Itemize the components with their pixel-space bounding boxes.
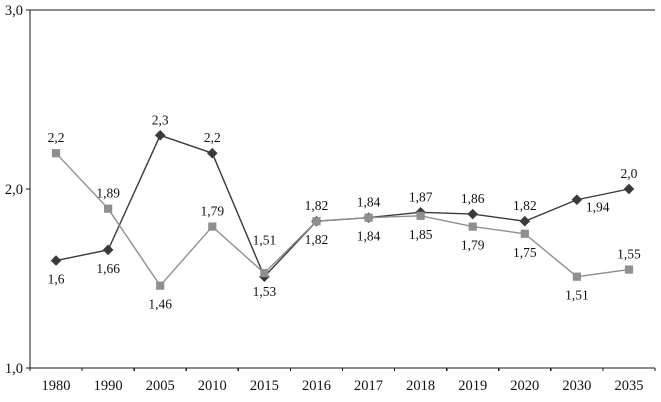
data-label: 2,2	[48, 130, 65, 145]
square-marker	[572, 272, 581, 281]
diamond-marker	[206, 147, 218, 159]
data-label: 1,6	[48, 272, 65, 287]
x-tick-label: 2005	[146, 378, 175, 394]
square-marker	[51, 149, 61, 158]
square-marker	[624, 265, 634, 274]
data-label: 1,55	[617, 247, 641, 262]
data-label: 1,84	[357, 195, 381, 210]
diamond-marker	[519, 215, 531, 227]
diamond-marker	[154, 129, 166, 141]
diamond-marker	[50, 255, 62, 266]
data-label: 1,75	[513, 245, 537, 260]
data-label: 1,51	[253, 233, 277, 248]
data-label: 1,82	[305, 198, 329, 213]
data-label: 1,89	[96, 186, 120, 201]
square-marker	[208, 222, 217, 231]
square-marker	[468, 222, 477, 231]
square-marker	[260, 269, 269, 278]
x-tick-label: 1990	[94, 378, 123, 394]
data-label: 1,84	[357, 229, 381, 244]
square-marker	[104, 204, 113, 213]
diamond-marker-series-line	[55, 134, 630, 278]
x-tick-label: 2019	[458, 378, 487, 394]
square-marker	[156, 281, 165, 290]
x-tick-label: 2018	[406, 378, 435, 394]
data-label: 1,82	[513, 198, 537, 213]
data-label: 2,3	[152, 112, 169, 127]
data-label: 1,79	[461, 238, 485, 253]
data-label: 1,86	[461, 191, 485, 206]
data-label: 1,87	[409, 189, 433, 204]
data-label: 2,2	[204, 130, 221, 145]
square-marker	[416, 211, 425, 220]
diamond-marker	[467, 208, 479, 220]
square-marker	[520, 229, 529, 238]
x-tick-label: 2017	[354, 378, 383, 394]
data-label: 1,82	[305, 232, 329, 247]
square-marker	[312, 217, 321, 226]
data-label: 1,94	[586, 200, 610, 215]
square-marker-series-line	[55, 152, 630, 287]
diamond-marker	[623, 183, 635, 195]
x-tick-label: 2035	[614, 378, 643, 394]
diamond-marker	[102, 244, 114, 256]
x-tick-label: 2030	[562, 378, 591, 394]
data-label: 1,85	[409, 227, 433, 242]
data-label: 1,79	[200, 204, 224, 219]
x-tick-label: 1980	[42, 378, 71, 394]
x-tick-label: 2015	[250, 378, 279, 394]
x-tick-label: 2016	[302, 378, 331, 394]
diamond-marker	[571, 194, 583, 206]
data-label: 1,66	[96, 261, 120, 276]
data-label: 1,46	[148, 297, 172, 312]
square-marker	[364, 213, 373, 222]
y-tick-label: 1,0	[5, 361, 23, 377]
data-label: 2,0	[621, 166, 638, 181]
y-tick-label: 3,0	[5, 3, 23, 19]
x-tick-label: 2020	[510, 378, 539, 394]
data-label: 1,53	[253, 284, 277, 299]
x-tick-label: 2010	[198, 378, 227, 394]
data-label: 1,51	[565, 288, 589, 303]
y-tick-label: 2,0	[5, 182, 23, 198]
